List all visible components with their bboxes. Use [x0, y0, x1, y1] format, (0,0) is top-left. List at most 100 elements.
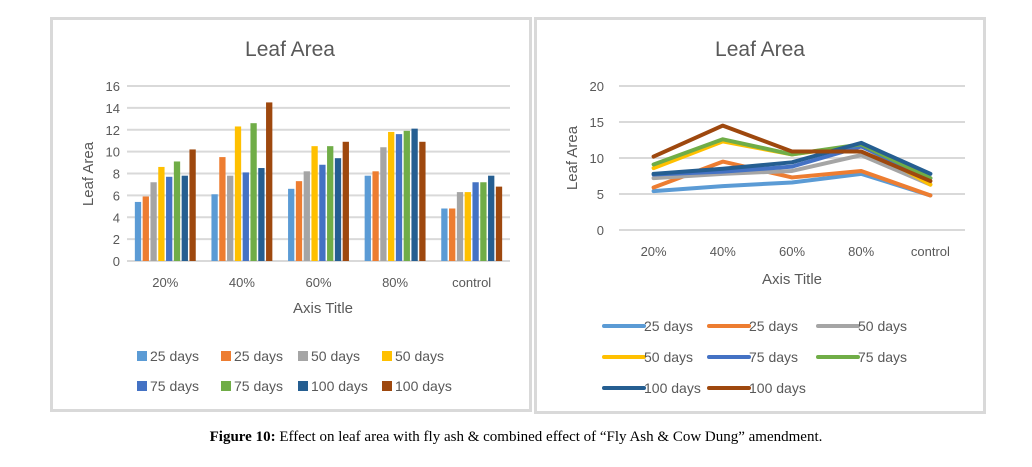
- bar-chart-legend-swatch: [298, 351, 308, 361]
- bar: [189, 149, 196, 261]
- bar: [380, 147, 387, 261]
- bar-chart-legend-label: 100 days: [395, 378, 452, 394]
- bar: [342, 141, 349, 261]
- bar-chart-y-tick-label: 6: [113, 188, 120, 203]
- bar: [441, 208, 448, 261]
- line-chart-y-tick-label: 20: [590, 79, 604, 94]
- bar-chart-legend-label: 75 days: [234, 378, 283, 394]
- bar-chart-x-axis-title: Axis Title: [293, 300, 353, 317]
- bar: [395, 134, 403, 261]
- bar: [311, 146, 318, 261]
- bar-chart-y-tick-label: 16: [106, 79, 120, 94]
- bar-chart-title: Leaf Area: [245, 38, 335, 61]
- figure-caption-text: Effect on leaf area with fly ash & combi…: [275, 429, 823, 445]
- bar: [242, 172, 249, 261]
- bar: [372, 171, 379, 261]
- line-chart-panel: [534, 17, 986, 414]
- line-chart-y-ticks: 0 5 10 15 20: [590, 79, 604, 238]
- line-chart-legend-label: 50 days: [858, 318, 907, 334]
- bar: [495, 186, 503, 261]
- bar: [266, 102, 273, 261]
- line-chart-y-axis-title: Leaf Area: [564, 125, 581, 190]
- line-chart-legend: 25 days 25 days 50 days 50 days 75 days 75 da…: [602, 318, 907, 396]
- line-chart-y-tick-label: 0: [597, 223, 604, 238]
- bar-chart-y-tick-label: 10: [106, 145, 120, 160]
- bar-chart-legend-label: 25 days: [150, 348, 199, 364]
- bar: [319, 164, 326, 261]
- bar-chart-legend-label: 50 days: [311, 348, 360, 364]
- line-chart-legend-label: 100 days: [749, 380, 806, 396]
- line-chart-title: Leaf Area: [715, 38, 805, 61]
- bar: [166, 176, 173, 261]
- bar-chart-legend-swatch: [137, 381, 147, 391]
- bar: [419, 141, 426, 261]
- bar: [456, 192, 464, 261]
- bar: [142, 196, 149, 261]
- line-chart-legend-label: 25 days: [749, 318, 798, 334]
- line-chart-y-tick-label: 5: [597, 187, 604, 202]
- bar-chart-y-tick-label: 0: [113, 254, 120, 269]
- line-chart-x-ticks: 20% 40% 60% 80% control: [641, 244, 950, 259]
- line-series: [651, 153, 933, 187]
- line-chart-x-axis-title: Axis Title: [762, 271, 822, 288]
- line-series: [651, 123, 933, 184]
- bar-chart-x-tick-label: 40%: [229, 275, 255, 290]
- bar-chart-x-tick-label: 80%: [382, 275, 408, 290]
- bar-chart-y-tick-label: 14: [106, 101, 120, 116]
- line-chart-gridlines: [619, 85, 965, 231]
- bar: [464, 192, 471, 261]
- line-chart-x-tick-label: control: [911, 244, 950, 259]
- bar: [227, 175, 234, 261]
- bar: [472, 182, 479, 261]
- bar: [303, 171, 310, 261]
- line-chart-legend-label: 75 days: [749, 349, 798, 365]
- line-chart-y-tick-label: 10: [590, 151, 604, 166]
- bar-chart-legend-swatch: [382, 381, 392, 391]
- bar: [488, 175, 495, 261]
- bar: [150, 182, 157, 261]
- bar-chart-legend-label: 50 days: [395, 348, 444, 364]
- bar: [173, 161, 181, 261]
- bar: [211, 194, 218, 261]
- line-chart: Leaf Area 0 5 10 15 20 20% 40% 60% 80% control L…: [564, 38, 965, 396]
- bar: [295, 181, 303, 261]
- figure-caption-label: Figure 10:: [209, 429, 276, 445]
- bar: [250, 123, 257, 261]
- bar-chart-legend-swatch: [137, 351, 147, 361]
- bar-chart-x-tick-label: 20%: [152, 275, 178, 290]
- bar-chart-legend-swatch: [298, 381, 308, 391]
- bar: [258, 168, 265, 261]
- bar: [327, 146, 334, 261]
- bar: [219, 157, 226, 261]
- line-chart-series: [651, 123, 933, 198]
- line-chart-x-tick-label: 60%: [779, 244, 805, 259]
- bar: [403, 130, 410, 261]
- bar-chart-legend-label: 75 days: [150, 378, 199, 394]
- bar-chart-y-tick-label: 12: [106, 123, 120, 138]
- line-series: [651, 137, 933, 181]
- bar-chart-x-tick-label: 60%: [305, 275, 331, 290]
- line-chart-legend-label: 75 days: [858, 349, 907, 365]
- line-chart-x-tick-label: 80%: [848, 244, 874, 259]
- bar: [134, 201, 142, 261]
- bar: [480, 182, 487, 261]
- bar-chart-legend-swatch: [221, 381, 231, 391]
- bar-chart-y-tick-label: 4: [113, 210, 120, 225]
- bar-chart-bars: [134, 102, 503, 261]
- bar-chart-legend-swatch: [221, 351, 231, 361]
- bar-chart-x-tick-label: control: [452, 275, 491, 290]
- bar: [411, 128, 418, 261]
- bar: [364, 175, 371, 261]
- line-chart-legend-label: 50 days: [644, 349, 693, 365]
- bar-chart-legend-swatch: [382, 351, 392, 361]
- bar-chart-y-axis-title: Leaf Area: [80, 141, 97, 206]
- bar: [449, 208, 456, 261]
- bar: [158, 166, 165, 261]
- bar-chart-y-ticks: 0 2 4 6 8 10 12 14 16: [106, 79, 120, 269]
- bar: [234, 126, 242, 261]
- bar-chart-y-tick-label: 2: [113, 232, 120, 247]
- bar-chart-legend-label: 100 days: [311, 378, 368, 394]
- bar-chart-x-ticks: 20% 40% 60% 80% control: [152, 275, 491, 290]
- bar: [334, 158, 342, 261]
- line-series: [651, 140, 933, 176]
